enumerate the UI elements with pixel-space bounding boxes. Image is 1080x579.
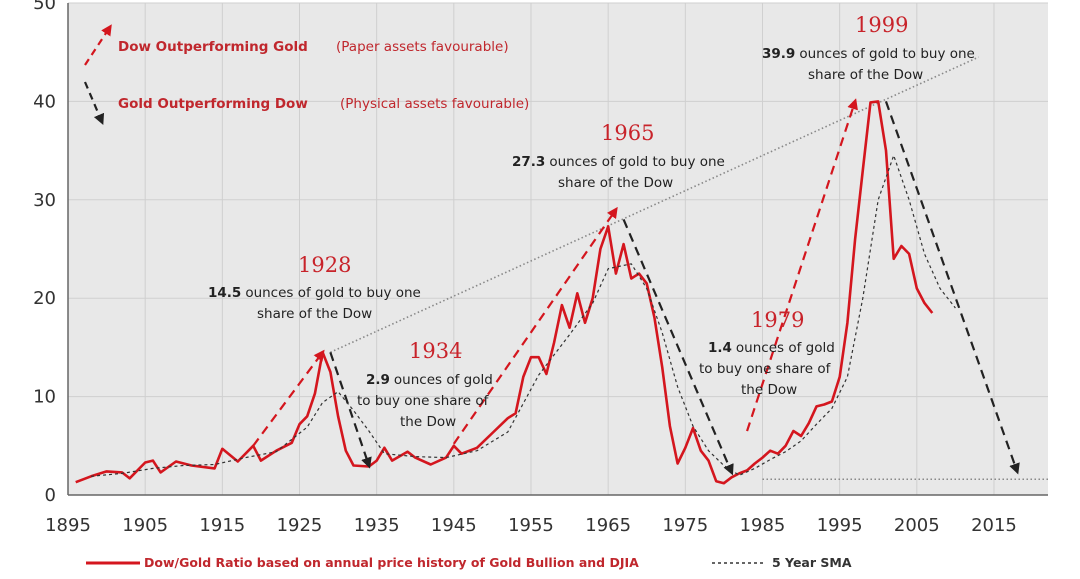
- x-tick-2015: 2015: [971, 515, 1017, 536]
- up-arrow-1: [252, 349, 325, 447]
- y-axis: 0 10 20 30 40 50: [33, 0, 69, 506]
- ratio-1999: 39.9: [762, 46, 795, 62]
- x-tick-1965: 1965: [585, 515, 631, 536]
- annotation-1965-line1: 27.3 ounces of gold to buy one: [512, 154, 725, 170]
- annotation-1999-line2: share of the Dow: [808, 67, 923, 83]
- annotation-1979: 1979 1.4 ounces of gold to buy one share …: [699, 308, 835, 398]
- annotation-1928: 1928 14.5 ounces of gold to buy one share…: [208, 253, 421, 322]
- annotation-1999: 1999 39.9 ounces of gold to buy one share…: [762, 13, 975, 83]
- y-tick-30: 30: [33, 190, 56, 211]
- annotation-1979-line3: the Dow: [741, 382, 797, 398]
- plot-background: [68, 3, 1048, 495]
- annotation-1965-line2: share of the Dow: [558, 175, 673, 191]
- up-arrow-3: [746, 98, 858, 432]
- x-tick-1945: 1945: [431, 515, 477, 536]
- ann-1928-text1: ounces of gold to buy one: [245, 285, 421, 301]
- annotation-1979-line2: to buy one share of: [699, 361, 832, 377]
- legend-up-sub: (Paper assets favourable): [336, 39, 509, 55]
- x-tick-2005: 2005: [894, 515, 940, 536]
- x-tick-1925: 1925: [277, 515, 323, 536]
- annotation-1999-line1: 39.9 ounces of gold to buy one: [762, 46, 975, 62]
- year-label-1999: 1999: [855, 13, 908, 37]
- ann-1934-text1: ounces of gold: [394, 372, 493, 388]
- arrow-layer: [252, 98, 1020, 476]
- annotation-1965: 1965 27.3 ounces of gold to buy one share…: [512, 121, 725, 191]
- y-tick-50: 50: [33, 0, 56, 14]
- ratio-1979: 1.4: [708, 340, 732, 356]
- up-arrow-2: [452, 206, 618, 445]
- legend-up-arrow: [84, 24, 112, 66]
- y-tick-40: 40: [33, 91, 56, 112]
- x-tick-1995: 1995: [817, 515, 863, 536]
- x-tick-1975: 1975: [662, 515, 708, 536]
- legend-top: Dow Outperforming Gold (Paper assets fav…: [83, 24, 529, 126]
- y-tick-0: 0: [45, 485, 56, 506]
- year-label-1965: 1965: [601, 121, 654, 145]
- x-tick-1905: 1905: [122, 515, 168, 536]
- annotation-1979-line1: 1.4 ounces of gold: [708, 340, 835, 356]
- ann-1999-text1: ounces of gold to buy one: [799, 46, 975, 62]
- annotation-1934-line2: to buy one share of: [357, 393, 490, 409]
- trend-line: [330, 56, 979, 354]
- series-layer: [75, 100, 956, 485]
- year-label-1979: 1979: [751, 308, 804, 332]
- x-tick-1895: 1895: [45, 515, 91, 536]
- down-arrow-3: [884, 101, 1020, 475]
- trend-layer: [330, 56, 1048, 481]
- legend-ratio-label: Dow/Gold Ratio based on annual price his…: [144, 555, 639, 570]
- x-tick-1935: 1935: [354, 515, 400, 536]
- x-tick-1955: 1955: [508, 515, 554, 536]
- ratio-1934: 2.9: [366, 372, 390, 388]
- legend-sma-label: 5 Year SMA: [772, 555, 852, 570]
- annotation-1934-line1: 2.9 ounces of gold: [366, 372, 493, 388]
- ratio-1928: 14.5: [208, 285, 241, 301]
- down-arrow-1: [329, 351, 372, 469]
- annotation-1928-line1: 14.5 ounces of gold to buy one: [208, 285, 421, 301]
- x-tick-1915: 1915: [199, 515, 245, 536]
- x-axis: 1895 1905 1915 1925 1935 1945 1955 1965 1975 1985…: [45, 494, 1048, 536]
- down-arrow-2: [622, 219, 734, 476]
- y-tick-20: 20: [33, 288, 56, 309]
- y-tick-10: 10: [33, 387, 56, 408]
- ratio-1965: 27.3: [512, 154, 545, 170]
- legend-bottom: Dow/Gold Ratio based on annual price his…: [86, 555, 852, 570]
- year-label-1928: 1928: [298, 253, 351, 277]
- legend-up-title: Dow Outperforming Gold: [118, 39, 308, 55]
- legend-down-sub: (Physical assets favourable): [340, 96, 529, 112]
- x-tick-1985: 1985: [740, 515, 786, 536]
- annotation-1934: 1934 2.9 ounces of gold to buy one share …: [357, 339, 493, 430]
- ann-1965-text1: ounces of gold to buy one: [549, 154, 725, 170]
- year-label-1934: 1934: [409, 339, 462, 363]
- ann-1979-text1: ounces of gold: [736, 340, 835, 356]
- grid: [67, 2, 1048, 496]
- legend-down-arrow: [83, 81, 105, 126]
- annotation-1928-line2: share of the Dow: [257, 306, 372, 322]
- annotation-1934-line3: the Dow: [400, 414, 456, 430]
- legend-down-title: Gold Outperforming Dow: [118, 96, 308, 112]
- five-year-sma-line: [91, 154, 956, 477]
